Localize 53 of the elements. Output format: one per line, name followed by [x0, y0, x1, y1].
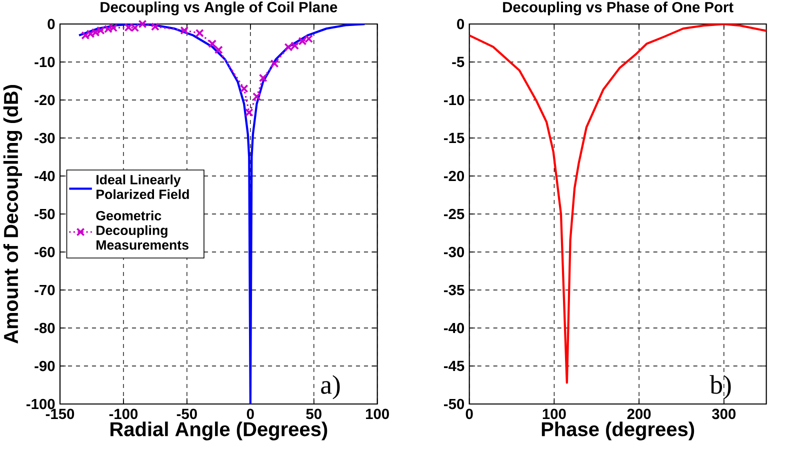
annotation: b)	[710, 375, 731, 400]
y-tick-label: -90	[34, 360, 55, 372]
x-tick-label: -50	[176, 408, 197, 420]
x-axis-title: Radial Angle (Degrees)	[110, 422, 328, 440]
point	[252, 92, 261, 101]
point	[214, 46, 223, 54]
point	[258, 74, 268, 82]
y-axis-title: Amount of Decoupling (dB)	[3, 85, 22, 344]
x-axis-title: Phase (degrees)	[542, 422, 694, 440]
y-tick-label: -20	[34, 94, 55, 106]
point	[138, 20, 147, 28]
y-tick-label: -10	[34, 56, 55, 68]
y-tick-label: -5	[452, 56, 464, 68]
y-tick-label: -80	[34, 322, 55, 334]
x-tick-label: 200	[627, 408, 651, 420]
point	[270, 59, 279, 68]
y-tick-label: -35	[444, 284, 464, 296]
x-tick-label: 0	[246, 408, 254, 420]
x-tick-label: 100	[542, 408, 566, 420]
y-tick-label: -30	[34, 132, 55, 144]
legend-label: Geometric Decoupling Measurements	[96, 210, 188, 250]
y-tick-label: -45	[444, 360, 464, 372]
point	[244, 108, 254, 117]
y-tick-label: -100	[26, 398, 55, 410]
point	[180, 26, 189, 35]
y-tick-label: 0	[457, 18, 464, 30]
point	[208, 40, 217, 48]
x-tick-label: 50	[306, 408, 322, 420]
y-tick-label: -60	[34, 246, 55, 258]
y-tick-label: 0	[48, 18, 55, 30]
line-series	[78, 24, 366, 404]
x-tick-label: -100	[109, 408, 138, 420]
y-tick-label: -15	[444, 132, 464, 144]
y-tick-label: -10	[444, 94, 464, 106]
y-tick-label: -30	[444, 246, 464, 258]
x-tick-label: 100	[366, 408, 389, 420]
x-tick-label: -150	[46, 408, 74, 420]
x-tick-label: 0	[466, 408, 473, 420]
legend-label: Ideal Linearly Polarized Field	[96, 174, 189, 200]
point	[150, 22, 160, 31]
y-tick-label: -25	[444, 208, 464, 220]
annotation: a)	[321, 375, 340, 400]
chart-title: Decoupling vs Phase of One Port	[503, 2, 734, 16]
y-tick-label: -50	[444, 398, 464, 410]
point	[195, 28, 204, 38]
point	[240, 84, 248, 93]
y-tick-label: -20	[444, 170, 464, 182]
x-tick-label: 300	[712, 408, 736, 420]
y-tick-label: -40	[444, 322, 464, 334]
y-tick-label: -70	[34, 284, 55, 296]
y-tick-label: -50	[34, 208, 55, 220]
y-tick-label: -40	[34, 170, 55, 182]
chart-title: Decoupling vs Angle of Coil Plane	[100, 2, 338, 16]
